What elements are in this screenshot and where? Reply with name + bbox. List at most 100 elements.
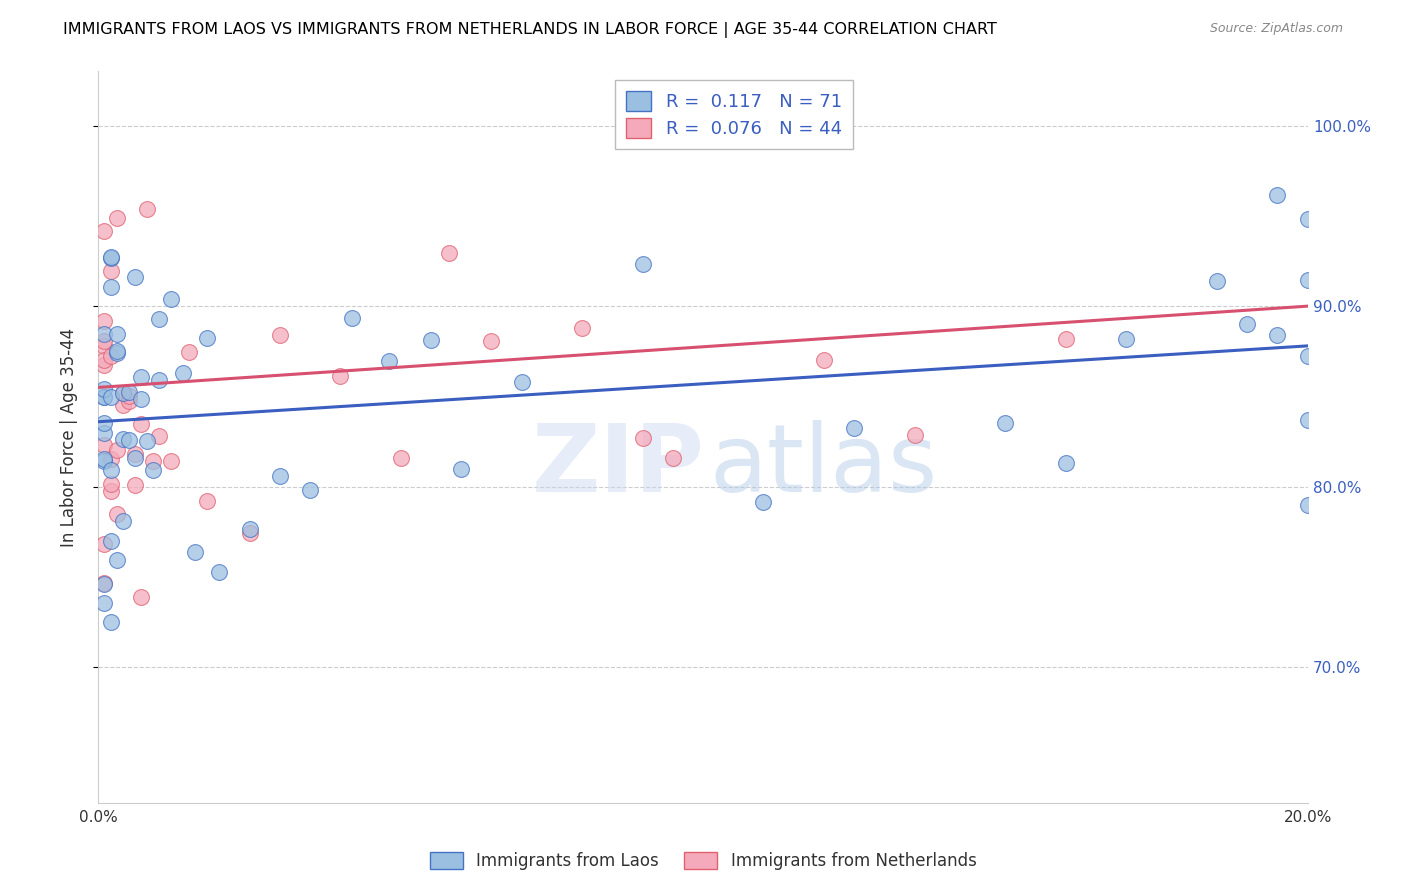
Text: IMMIGRANTS FROM LAOS VS IMMIGRANTS FROM NETHERLANDS IN LABOR FORCE | AGE 35-44 C: IMMIGRANTS FROM LAOS VS IMMIGRANTS FROM … <box>63 22 997 38</box>
Point <box>239 526 262 541</box>
Point <box>111 514 134 528</box>
Point <box>129 590 152 604</box>
Point <box>93 358 115 372</box>
Point <box>450 462 472 476</box>
Point <box>105 507 128 521</box>
Point <box>1054 456 1077 470</box>
Point <box>813 353 835 368</box>
Point <box>148 311 170 326</box>
Point <box>93 326 115 341</box>
Point <box>93 352 115 367</box>
Point <box>111 386 134 401</box>
Point <box>93 224 115 238</box>
Text: Source: ZipAtlas.com: Source: ZipAtlas.com <box>1209 22 1343 36</box>
Point <box>160 454 183 468</box>
Point <box>1296 211 1319 226</box>
Point <box>329 368 352 383</box>
Point <box>93 536 115 550</box>
Point <box>1267 328 1289 343</box>
Point <box>100 533 122 548</box>
Point <box>135 434 157 449</box>
Point <box>389 451 412 466</box>
Point <box>844 421 866 435</box>
Point <box>105 211 128 225</box>
Point <box>100 280 122 294</box>
Point <box>129 392 152 406</box>
Point <box>105 442 128 457</box>
Point <box>269 469 291 483</box>
Point <box>342 311 364 326</box>
Point <box>179 345 201 359</box>
Point <box>904 428 927 442</box>
Point <box>1206 274 1229 288</box>
Point <box>160 292 183 306</box>
Point <box>100 390 122 404</box>
Point <box>1115 333 1137 347</box>
Point <box>195 494 218 508</box>
Point <box>124 450 146 465</box>
Point <box>124 478 146 492</box>
Point <box>93 426 115 441</box>
Point <box>239 522 262 536</box>
Point <box>184 545 207 559</box>
Point <box>129 369 152 384</box>
Point <box>93 596 115 610</box>
Point <box>1296 350 1319 364</box>
Point <box>111 398 134 412</box>
Point <box>100 264 122 278</box>
Point <box>93 334 115 348</box>
Point <box>93 339 115 353</box>
Point <box>1296 498 1319 512</box>
Point <box>195 331 218 345</box>
Point <box>124 447 146 461</box>
Point <box>93 437 115 451</box>
Y-axis label: In Labor Force | Age 35-44: In Labor Force | Age 35-44 <box>59 327 77 547</box>
Point <box>118 389 141 403</box>
Point <box>142 453 165 467</box>
Point <box>93 382 115 396</box>
Point <box>1054 332 1077 346</box>
Point <box>111 386 134 401</box>
Point <box>118 394 141 409</box>
Point <box>100 476 122 491</box>
Point <box>129 417 152 431</box>
Legend: Immigrants from Laos, Immigrants from Netherlands: Immigrants from Laos, Immigrants from Ne… <box>423 845 983 877</box>
Point <box>93 576 115 591</box>
Point <box>124 270 146 285</box>
Point <box>100 463 122 477</box>
Point <box>1236 317 1258 331</box>
Point <box>111 432 134 446</box>
Point <box>377 354 399 368</box>
Point <box>752 495 775 509</box>
Point <box>100 451 122 466</box>
Point <box>105 343 128 358</box>
Point <box>208 565 231 579</box>
Point <box>100 615 122 629</box>
Point <box>93 577 115 591</box>
Text: ZIP: ZIP <box>531 420 704 512</box>
Text: atlas: atlas <box>710 420 938 512</box>
Point <box>510 375 533 389</box>
Point <box>93 417 115 431</box>
Point <box>481 334 503 349</box>
Point <box>420 333 443 347</box>
Point <box>1296 413 1319 427</box>
Point <box>631 431 654 445</box>
Point <box>172 366 194 380</box>
Point <box>299 483 322 497</box>
Point <box>661 450 683 465</box>
Point <box>631 257 654 271</box>
Point <box>100 252 122 266</box>
Point <box>148 373 170 387</box>
Point <box>100 483 122 498</box>
Point <box>100 349 122 363</box>
Point <box>93 390 115 404</box>
Point <box>105 345 128 359</box>
Point <box>93 454 115 468</box>
Point <box>148 429 170 443</box>
Point <box>437 245 460 260</box>
Point <box>93 452 115 467</box>
Point <box>994 416 1017 430</box>
Point <box>1267 188 1289 202</box>
Point <box>269 328 291 343</box>
